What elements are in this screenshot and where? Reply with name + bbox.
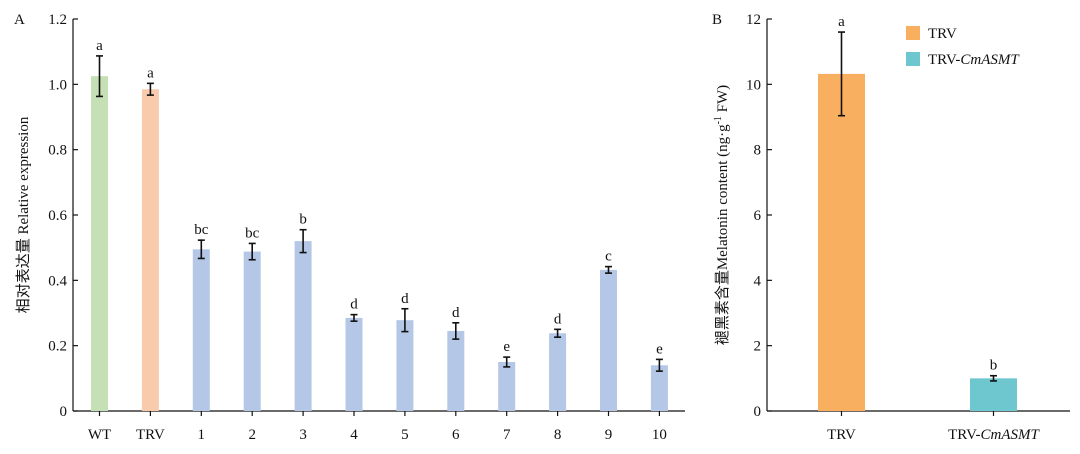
- panel-a-x-tick-label: TRV: [136, 427, 165, 443]
- panel-a: A 相对表达量 Relative expression 0 0.2 0.4 0.6 0.…: [14, 12, 685, 443]
- panel-a-x-tick-label: 3: [299, 427, 307, 443]
- panel-a-x-tick-label: 10: [652, 427, 667, 443]
- panel-b-legend-swatch: [906, 52, 920, 66]
- panel-a-label: A: [14, 12, 25, 28]
- panel-a-x-ticks: WT TRV 1 2 3 4 5 6 7 8 9 10: [88, 411, 667, 443]
- panel-a-x-tick-label: 9: [605, 427, 613, 443]
- panel-b-y-tick-label: 10: [746, 77, 761, 93]
- panel-b-legend: TRV TRV-CmASMT: [906, 26, 1020, 68]
- panel-a-y-tick-label: 0.8: [48, 143, 67, 159]
- panel-a-bar: [91, 76, 108, 412]
- panel-b-y-axis-title-sup: -1: [713, 116, 724, 124]
- panel-a-bar: [498, 362, 516, 411]
- panel-b-y-tick-label: 0: [754, 404, 762, 420]
- panel-b-legend-label-italic: CmASMT: [960, 52, 1020, 68]
- panel-b-legend-swatch: [906, 26, 920, 40]
- panel-b: B 褪黑素含量Melatonin content (ng·g-1 FW) 0 2 4…: [712, 12, 1070, 443]
- panel-a-x-tick-label: 8: [554, 427, 562, 443]
- panel-a-x-tick-label: WT: [88, 427, 111, 443]
- panel-a-x-tick-label: 1: [198, 427, 206, 443]
- panel-b-y-axis-title-main: 褪黑素含量Melatonin content (ng·g: [714, 124, 731, 345]
- panel-a-bar: [243, 251, 261, 411]
- panel-b-x-tick-label: TRV-CmASMT: [948, 427, 1040, 443]
- panel-b-legend-label-prefix: TRV-: [928, 52, 960, 68]
- panel-b-legend-label-prefix: TRV: [928, 26, 957, 42]
- panel-a-x-tick-label: 5: [401, 427, 409, 443]
- panel-b-x-tick-label-prefix: TRV-: [948, 427, 980, 443]
- panel-a-significance-label: d: [350, 297, 358, 313]
- panel-b-bar: [818, 73, 865, 411]
- panel-a-y-tick-label: 0: [60, 404, 68, 420]
- panel-a-significance-label: a: [147, 65, 154, 81]
- panel-a-y-tick-label: 0.4: [48, 273, 67, 289]
- panel-a-bar: [650, 365, 668, 411]
- panel-b-y-axis-title: 褪黑素含量Melatonin content (ng·g-1 FW): [713, 85, 731, 345]
- panel-b-y-tick-label: 8: [754, 143, 762, 159]
- panel-a-y-tick-label: 1.2: [48, 12, 67, 28]
- panel-a-y-tick-label: 0.6: [48, 208, 67, 224]
- panel-b-y-ticks: 0 2 4 6 8 10 12: [746, 12, 772, 420]
- panel-a-significance-label: bc: [194, 222, 209, 238]
- panel-a-y-axis-title: 相对表达量 Relative expression: [15, 116, 32, 313]
- panel-a-significance-label: bc: [245, 225, 260, 241]
- panel-a-bar: [396, 320, 414, 411]
- panel-a-x-tick-label: 7: [503, 427, 511, 443]
- panel-b-y-tick-label: 4: [754, 273, 762, 289]
- panel-a-significance-label: d: [401, 291, 409, 307]
- panel-a-bar: [294, 241, 312, 411]
- panel-a-bar: [192, 249, 210, 411]
- panel-b-y-tick-label: 2: [754, 339, 762, 355]
- panel-a-significance-label: e: [503, 339, 510, 355]
- panel-b-bar: [970, 378, 1017, 411]
- panel-a-bars: a a bc bc b d d d e d c e: [91, 38, 668, 412]
- panel-b-significance-label: a: [838, 14, 845, 30]
- panel-a-bar: [600, 269, 617, 411]
- panel-a-y-ticks: 0 0.2 0.4 0.6 0.8 1.0 1.2: [48, 12, 78, 420]
- panel-b-y-tick-label: 12: [746, 12, 761, 28]
- panel-a-bar: [447, 330, 465, 411]
- panel-b-x-tick-label: TRV: [827, 427, 856, 443]
- panel-b-x-tick-label-prefix: TRV: [827, 427, 856, 443]
- panel-a-x-tick-label: 6: [452, 427, 460, 443]
- panel-a-bar: [141, 89, 159, 411]
- panel-b-significance-label: b: [990, 358, 998, 374]
- panel-a-significance-label: b: [299, 212, 307, 228]
- panel-a-bar: [549, 333, 567, 411]
- panel-a-y-tick-label: 0.2: [48, 339, 67, 355]
- panel-a-significance-label: d: [452, 305, 460, 321]
- panel-b-x-tick-label-italic: CmASMT: [981, 427, 1041, 443]
- panel-a-significance-label: c: [605, 249, 612, 265]
- panel-a-x-tick-label: 2: [248, 427, 256, 443]
- panel-b-legend-label: TRV-CmASMT: [928, 52, 1020, 68]
- panel-b-y-axis-title-tail: FW): [715, 85, 731, 116]
- panel-b-legend-label: TRV: [928, 26, 957, 42]
- panel-b-label: B: [712, 12, 722, 28]
- panel-a-significance-label: d: [554, 311, 562, 327]
- panel-a-significance-label: a: [96, 38, 103, 54]
- panel-b-x-ticks: TRV TRV-CmASMT: [827, 411, 1041, 443]
- panel-a-y-tick-label: 1.0: [48, 77, 67, 93]
- panel-a-significance-label: e: [656, 341, 663, 357]
- panel-b-y-tick-label: 6: [754, 208, 762, 224]
- panel-a-x-tick-label: 4: [350, 427, 358, 443]
- panel-a-bar: [345, 317, 363, 411]
- panel-b-bars: ab: [818, 14, 1017, 411]
